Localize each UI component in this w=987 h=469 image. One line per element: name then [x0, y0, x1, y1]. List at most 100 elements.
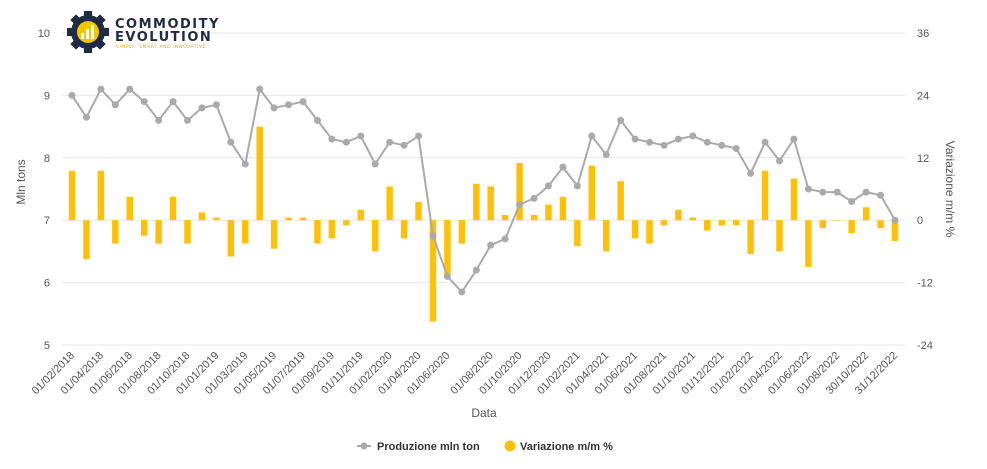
line-point[interactable] — [617, 116, 625, 124]
legend[interactable]: Produzione mln ton Variazione m/m % — [357, 440, 614, 454]
bar[interactable] — [213, 217, 220, 221]
bar[interactable] — [429, 220, 437, 322]
bar[interactable] — [805, 220, 812, 267]
bar[interactable] — [126, 196, 134, 221]
line-point[interactable] — [357, 132, 365, 140]
line-point[interactable] — [573, 182, 581, 190]
bar[interactable] — [833, 220, 841, 221]
line-point[interactable] — [501, 235, 509, 243]
bar[interactable] — [747, 220, 754, 254]
bar[interactable] — [530, 215, 538, 221]
bar[interactable] — [516, 163, 523, 221]
bar[interactable] — [285, 217, 292, 221]
line-point[interactable] — [184, 116, 192, 124]
line-point[interactable] — [82, 113, 90, 121]
line-point[interactable] — [631, 135, 639, 143]
bar[interactable] — [458, 220, 466, 244]
line-point[interactable] — [212, 101, 220, 109]
bar[interactable] — [559, 196, 567, 221]
bar[interactable] — [877, 220, 884, 228]
bar[interactable] — [400, 220, 408, 239]
bar[interactable] — [198, 212, 206, 221]
line-point[interactable] — [544, 182, 552, 190]
line-point[interactable] — [602, 151, 610, 159]
line-point[interactable] — [313, 116, 321, 124]
bar[interactable] — [343, 220, 350, 226]
line-point[interactable] — [415, 132, 423, 140]
line-point[interactable] — [833, 188, 841, 196]
line-point[interactable] — [775, 157, 783, 165]
line-point[interactable] — [270, 104, 278, 112]
bar[interactable] — [314, 220, 321, 244]
bar[interactable] — [761, 170, 769, 221]
line-point[interactable] — [342, 138, 350, 146]
bar[interactable] — [602, 220, 610, 252]
line-point[interactable] — [660, 141, 668, 149]
line-point[interactable] — [241, 160, 249, 168]
line-point[interactable] — [328, 135, 336, 143]
line-point[interactable] — [97, 85, 105, 93]
bar[interactable] — [689, 217, 697, 221]
line-point[interactable] — [516, 201, 524, 209]
line-point[interactable] — [646, 138, 654, 146]
line-point[interactable] — [458, 288, 466, 296]
bar[interactable] — [588, 165, 596, 221]
bar[interactable] — [487, 186, 494, 221]
bar[interactable] — [617, 181, 624, 221]
bar[interactable] — [169, 196, 177, 221]
bar[interactable] — [646, 220, 653, 244]
line-point[interactable] — [111, 101, 119, 109]
bar[interactable] — [415, 202, 422, 221]
bar[interactable] — [848, 220, 855, 234]
line-point[interactable] — [299, 98, 307, 106]
line-point[interactable] — [126, 85, 134, 93]
bar[interactable] — [256, 126, 263, 221]
line-point[interactable] — [530, 194, 538, 202]
bar[interactable] — [660, 220, 668, 226]
bar[interactable] — [574, 220, 581, 247]
bar[interactable] — [112, 220, 119, 244]
bar[interactable] — [299, 217, 307, 221]
line-point[interactable] — [819, 188, 827, 196]
bar[interactable] — [444, 220, 451, 275]
line-point[interactable] — [559, 163, 567, 171]
line-point[interactable] — [718, 141, 726, 149]
bar[interactable] — [501, 215, 509, 221]
legend-item-bar[interactable]: Variazione m/m % — [504, 440, 614, 454]
bar[interactable] — [371, 220, 379, 252]
bar[interactable] — [790, 178, 798, 221]
bar[interactable] — [155, 220, 162, 244]
bar[interactable] — [386, 186, 393, 221]
line-point[interactable] — [588, 132, 596, 140]
bar[interactable] — [357, 209, 365, 221]
bar[interactable] — [328, 220, 336, 239]
line-point[interactable] — [429, 232, 437, 240]
line-point[interactable] — [877, 191, 885, 199]
bar[interactable] — [140, 220, 148, 236]
line-point[interactable] — [487, 241, 495, 249]
line-point[interactable] — [386, 138, 394, 146]
line-point[interactable] — [285, 101, 293, 109]
line-point[interactable] — [68, 91, 76, 99]
line-point[interactable] — [848, 197, 856, 205]
bar[interactable] — [83, 220, 90, 260]
bar[interactable] — [862, 207, 870, 221]
line-point[interactable] — [891, 216, 899, 224]
line-point[interactable] — [169, 98, 177, 106]
line-point[interactable] — [371, 160, 379, 168]
bar[interactable] — [184, 220, 191, 244]
line-point[interactable] — [732, 144, 740, 152]
line-point[interactable] — [140, 98, 148, 106]
bar[interactable] — [819, 220, 827, 228]
bar[interactable] — [718, 220, 725, 226]
bar[interactable] — [473, 183, 480, 221]
bar[interactable] — [776, 220, 783, 252]
line-point[interactable] — [256, 85, 264, 93]
bar[interactable] — [545, 204, 552, 221]
line-point[interactable] — [790, 135, 798, 143]
bar[interactable] — [631, 220, 639, 239]
line-point[interactable] — [227, 138, 235, 146]
line-point[interactable] — [804, 185, 812, 193]
bar[interactable] — [891, 220, 899, 241]
line-point[interactable] — [155, 116, 163, 124]
